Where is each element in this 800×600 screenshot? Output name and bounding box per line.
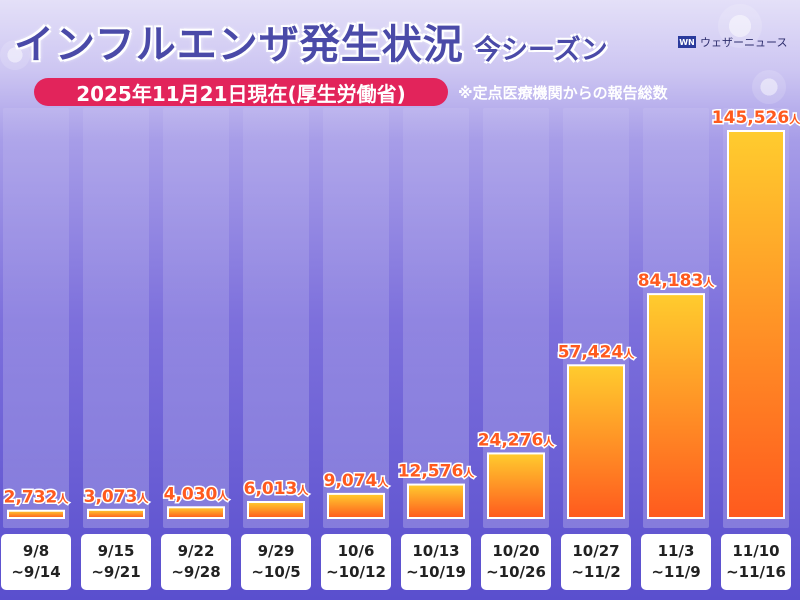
brand-logo: WN ウェザーニュース xyxy=(678,34,787,50)
x-tick-label: 9/15 ~9/21 xyxy=(81,534,151,590)
x-tick-label-line: ~10/26 xyxy=(486,563,546,581)
x-tick-label: 10/20 ~10/26 xyxy=(481,534,551,590)
column-background xyxy=(163,108,229,528)
data-label: 3,073人 xyxy=(84,487,150,507)
weathernews-logo-icon: WN xyxy=(678,36,696,48)
source-note: ※定点医療機関からの報告総数 xyxy=(458,84,668,102)
brand-name: ウェザーニュース xyxy=(700,36,788,49)
x-tick-label-line: 9/8 xyxy=(22,542,50,560)
data-label: 145,526人 xyxy=(712,108,800,128)
x-tick-label: 9/22 ~9/28 xyxy=(161,534,231,590)
x-tick-label-line: 9/22 xyxy=(177,542,215,560)
bar xyxy=(647,293,705,519)
x-tick-label-line: ~11/16 xyxy=(726,563,786,581)
virus-decoration-icon xyxy=(718,4,762,48)
x-tick-label-line: 11/10 xyxy=(732,542,780,560)
bar xyxy=(247,501,305,520)
x-tick-label: 9/29 ~10/5 xyxy=(241,534,311,590)
x-tick-label-line: ~9/28 xyxy=(171,563,221,581)
column-background xyxy=(403,108,469,528)
x-tick-label: 10/27 ~11/2 xyxy=(561,534,631,590)
x-tick-label-line: ~9/14 xyxy=(11,563,61,581)
chart-subtitle: 今シーズン xyxy=(474,35,608,66)
x-tick-label: 11/10 ~11/16 xyxy=(721,534,791,590)
x-tick-label-line: 9/29 xyxy=(257,542,295,560)
x-tick-label-line: 10/20 xyxy=(492,542,540,560)
bar xyxy=(327,492,385,520)
x-tick-label: 10/6 ~10/12 xyxy=(321,534,391,590)
x-tick-label-line: ~9/21 xyxy=(91,563,141,581)
x-tick-label-line: 10/6 xyxy=(337,542,375,560)
x-tick-label: 11/3 ~11/9 xyxy=(641,534,711,590)
x-tick-label: 10/13 ~10/19 xyxy=(401,534,471,590)
data-label: 6,013人 xyxy=(244,479,310,499)
bar xyxy=(87,508,145,519)
data-label: 9,074人 xyxy=(324,471,390,491)
virus-decoration-icon xyxy=(752,70,786,104)
bar xyxy=(407,483,465,519)
data-label: 12,576人 xyxy=(398,462,476,482)
column-background xyxy=(323,108,389,528)
bar xyxy=(487,452,545,519)
x-tick-label-line: 10/27 xyxy=(572,542,620,560)
chart-title: インフルエンザ発生状況 xyxy=(14,22,464,68)
date-badge: 2025年11月21日現在(厚生労働省) xyxy=(34,78,448,106)
data-label: 2,732人 xyxy=(4,488,70,508)
column-background xyxy=(243,108,309,528)
x-tick-label-line: 11/3 xyxy=(657,542,695,560)
x-tick-label-line: 10/13 xyxy=(412,542,460,560)
bar xyxy=(7,509,65,519)
x-tick-label-line: ~11/9 xyxy=(651,563,701,581)
bar xyxy=(567,364,625,519)
data-label: 24,276人 xyxy=(478,430,556,450)
bar xyxy=(167,506,225,520)
data-label: 4,030人 xyxy=(164,484,230,504)
column-background xyxy=(3,108,69,528)
bar xyxy=(727,130,785,519)
x-tick-label-line: ~10/12 xyxy=(326,563,386,581)
x-tick-label: 9/8 ~9/14 xyxy=(1,534,71,590)
data-label: 84,183人 xyxy=(638,271,716,291)
data-label: 57,424人 xyxy=(558,342,636,362)
virus-decoration-icon xyxy=(0,40,30,70)
column-background xyxy=(83,108,149,528)
x-tick-label-line: ~11/2 xyxy=(571,563,621,581)
x-tick-label-line: ~10/5 xyxy=(251,563,301,581)
x-tick-label-line: ~10/19 xyxy=(406,563,466,581)
x-tick-label-line: 9/15 xyxy=(97,542,135,560)
